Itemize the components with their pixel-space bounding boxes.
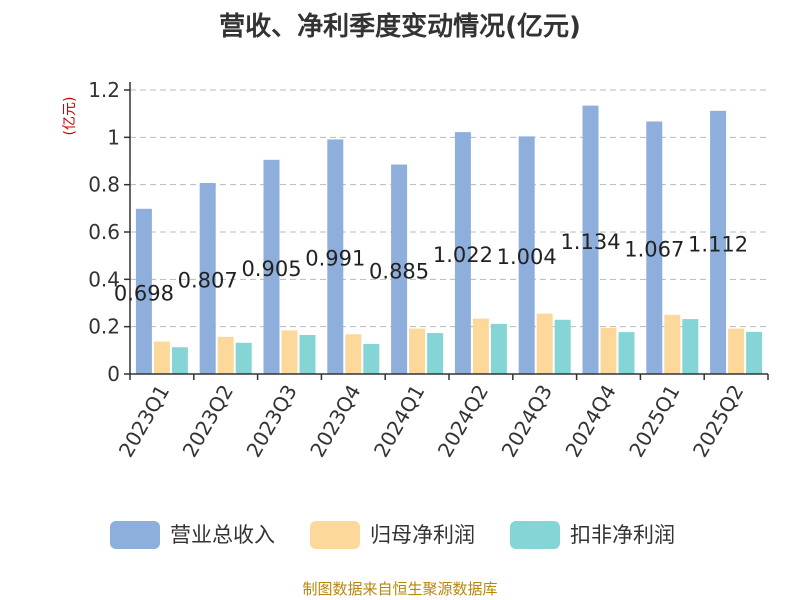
- data-label: 1.112: [688, 232, 748, 256]
- bar[interactable]: [582, 105, 599, 375]
- bar[interactable]: [171, 347, 188, 374]
- bar[interactable]: [646, 121, 663, 374]
- bar[interactable]: [363, 343, 380, 374]
- bar[interactable]: [682, 319, 699, 374]
- bar[interactable]: [518, 136, 535, 374]
- bar[interactable]: [153, 341, 170, 374]
- legend-label: 扣非净利润: [570, 523, 675, 547]
- data-label: 1.067: [624, 238, 684, 262]
- bar[interactable]: [217, 336, 234, 374]
- data-label: 1.134: [560, 230, 620, 254]
- x-tick-label: 2024Q1: [369, 381, 429, 462]
- bar[interactable]: [490, 323, 507, 374]
- y-axis-label: (亿元): [62, 97, 78, 136]
- legend-label: 营业总收入: [170, 523, 275, 547]
- bar[interactable]: [664, 314, 681, 374]
- bar[interactable]: [554, 319, 571, 374]
- data-label: 0.905: [241, 257, 301, 281]
- bar[interactable]: [472, 318, 489, 374]
- x-tick-label: 2025Q1: [624, 381, 684, 462]
- x-tick-label: 2023Q3: [241, 381, 301, 462]
- bar[interactable]: [235, 342, 252, 374]
- data-label: 1.004: [497, 245, 557, 269]
- bar[interactable]: [409, 328, 426, 374]
- x-tick-label: 2023Q1: [114, 381, 174, 462]
- bar[interactable]: [345, 334, 362, 374]
- x-tick-label: 2023Q4: [305, 381, 365, 462]
- source-note: 制图数据来自恒生聚源数据库: [302, 580, 498, 598]
- data-label: 1.022: [433, 243, 493, 267]
- y-tick-label: 0: [107, 362, 120, 386]
- data-label: 0.991: [305, 247, 365, 271]
- x-tick-label: 2024Q3: [497, 381, 557, 462]
- y-tick-label: 0.8: [88, 173, 120, 197]
- y-tick-label: 0.2: [88, 315, 120, 339]
- bar[interactable]: [199, 183, 216, 374]
- legend-swatch: [110, 521, 160, 549]
- y-tick-label: 1: [107, 125, 120, 149]
- x-tick-label: 2024Q2: [433, 381, 493, 462]
- bar[interactable]: [746, 331, 763, 374]
- y-tick-label: 0.4: [88, 267, 120, 291]
- bar[interactable]: [327, 139, 344, 374]
- bar[interactable]: [299, 334, 316, 374]
- x-tick-label: 2023Q2: [178, 381, 238, 462]
- chart-title: 营收、净利季度变动情况(亿元): [219, 12, 581, 42]
- bar[interactable]: [281, 330, 298, 374]
- bar[interactable]: [600, 327, 617, 374]
- legend[interactable]: 营业总收入 归母净利润 扣非净利润: [110, 521, 675, 549]
- bar[interactable]: [391, 164, 408, 374]
- bar[interactable]: [454, 132, 471, 374]
- bar[interactable]: [135, 208, 152, 374]
- legend-item[interactable]: 归母净利润: [310, 521, 475, 549]
- legend-item[interactable]: 营业总收入: [110, 521, 275, 549]
- bar[interactable]: [728, 328, 745, 374]
- legend-swatch: [310, 521, 360, 549]
- x-tick-label: 2024Q4: [560, 381, 620, 462]
- legend-label: 归母净利润: [370, 523, 475, 547]
- legend-swatch: [510, 521, 560, 549]
- data-label: 0.807: [178, 269, 238, 293]
- y-tick-label: 1.2: [88, 78, 120, 102]
- y-tick-label: 0.6: [88, 220, 120, 244]
- bar[interactable]: [263, 159, 280, 374]
- bar[interactable]: [536, 313, 553, 374]
- legend-item[interactable]: 扣非净利润: [510, 521, 675, 549]
- x-tick-label: 2025Q2: [688, 381, 748, 462]
- bar[interactable]: [427, 333, 444, 374]
- bar[interactable]: [618, 332, 635, 374]
- bar[interactable]: [710, 110, 727, 375]
- data-label: 0.698: [114, 281, 174, 305]
- bars: [135, 105, 763, 375]
- data-label: 0.885: [369, 259, 429, 283]
